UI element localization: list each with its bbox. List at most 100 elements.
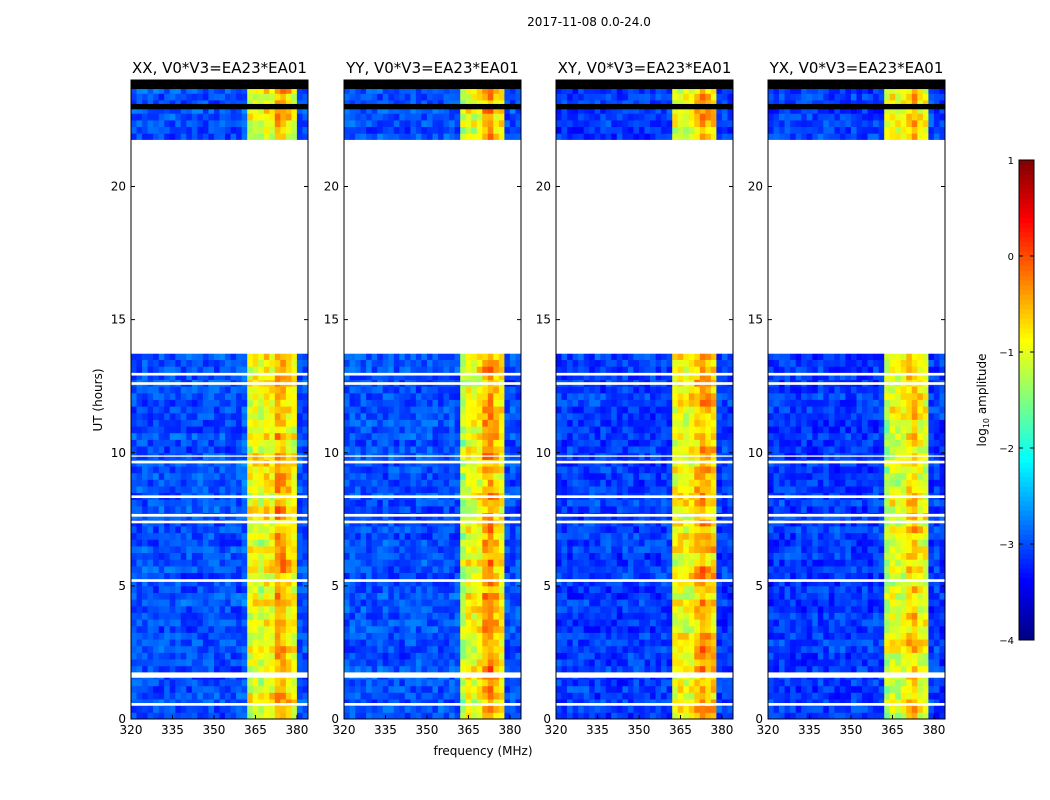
heatmap-cell	[230, 366, 237, 374]
heatmap-cell	[280, 472, 287, 480]
heatmap-cell	[344, 572, 350, 580]
heatmap-cell	[438, 426, 444, 434]
heatmap-cell	[360, 545, 367, 553]
heatmap-cell	[202, 366, 209, 374]
heatmap-cell	[296, 572, 303, 580]
heatmap-cell	[247, 359, 254, 367]
heatmap-cell	[622, 592, 629, 600]
heatmap-cell	[415, 572, 422, 580]
heatmap-cell	[202, 545, 209, 553]
heatmap-cell	[164, 472, 171, 480]
heatmap-cell	[214, 585, 220, 593]
heatmap-cell	[421, 705, 428, 713]
heatmap-cell	[202, 526, 209, 534]
heatmap-cell	[280, 692, 287, 700]
heatmap-cell	[388, 539, 395, 547]
heatmap-cell	[688, 625, 695, 633]
heatmap-cell	[131, 93, 137, 101]
heatmap-cell	[633, 579, 640, 587]
heatmap-cell	[421, 439, 428, 447]
heatmap-cell	[572, 645, 579, 653]
heatmap-cell	[438, 506, 444, 514]
heatmap-cell	[393, 86, 400, 94]
heatmap-cell	[721, 705, 728, 713]
heatmap-cell	[158, 93, 165, 101]
heatmap-cell	[427, 419, 433, 427]
heatmap-cell	[142, 119, 148, 127]
heatmap-cell	[382, 539, 389, 547]
heatmap-cell	[236, 625, 242, 633]
heatmap-cell	[236, 692, 242, 700]
heatmap-cell	[504, 539, 511, 547]
heatmap-cell	[247, 579, 254, 587]
heatmap-cell	[655, 625, 662, 633]
heatmap-cell	[493, 625, 500, 633]
heatmap-cell	[258, 352, 265, 360]
heatmap-cell	[230, 399, 237, 407]
y-tick-label: 0	[118, 712, 126, 726]
heatmap-cell	[509, 599, 516, 607]
heatmap-cell	[399, 572, 406, 580]
heatmap-cell	[721, 699, 728, 707]
heatmap-cell	[727, 659, 734, 667]
heatmap-cell	[371, 625, 378, 633]
heatmap-cell	[241, 599, 248, 607]
heatmap-cell	[661, 685, 667, 693]
heatmap-cell	[175, 712, 182, 720]
heatmap-cell	[225, 572, 231, 580]
heatmap-cell	[427, 599, 433, 607]
heatmap-cell	[236, 479, 242, 487]
heatmap-cell	[241, 699, 248, 707]
heatmap-cell	[158, 599, 165, 607]
heatmap-cell	[509, 406, 516, 414]
heatmap-cell	[710, 712, 717, 720]
heatmap-cell	[410, 472, 417, 480]
heatmap-cell	[504, 372, 511, 380]
heatmap-cell	[622, 619, 629, 627]
heatmap-cell	[449, 579, 455, 587]
heatmap-cell	[230, 585, 237, 593]
heatmap-cell	[633, 632, 640, 640]
heatmap-cell	[471, 106, 478, 114]
heatmap-cell	[158, 619, 165, 627]
flagged-interval	[344, 513, 521, 517]
heatmap-cell	[556, 679, 562, 687]
heatmap-cell	[136, 612, 143, 620]
heatmap-cell	[360, 113, 367, 121]
heatmap-cell	[202, 406, 209, 414]
heatmap-cell	[274, 506, 281, 514]
heatmap-cell	[432, 652, 439, 660]
heatmap-cell	[583, 639, 590, 647]
heatmap-cell	[136, 712, 143, 720]
heatmap-cell	[274, 386, 281, 394]
heatmap-cell	[410, 579, 417, 587]
heatmap-cell	[594, 679, 601, 687]
heatmap-cell	[214, 705, 220, 713]
heatmap-cell	[388, 93, 395, 101]
heatmap-cell	[421, 552, 428, 560]
heatmap-cell	[169, 133, 176, 141]
heatmap-cell	[471, 419, 478, 427]
heatmap-cell	[219, 133, 226, 141]
heatmap-cell	[683, 699, 690, 707]
heatmap-cell	[349, 526, 356, 534]
heatmap-cell	[509, 419, 516, 427]
heatmap-cell	[471, 372, 478, 380]
heatmap-cell	[302, 113, 309, 121]
heatmap-cell	[694, 632, 701, 640]
heatmap-cell	[556, 579, 562, 587]
heatmap-cell	[175, 526, 182, 534]
heatmap-cell	[263, 113, 270, 121]
heatmap-cell	[498, 619, 505, 627]
heatmap-cell	[650, 625, 656, 633]
heatmap-cell	[515, 412, 522, 420]
heatmap-cell	[556, 699, 562, 707]
heatmap-cell	[202, 619, 209, 627]
heatmap-cell	[208, 499, 215, 507]
heatmap-cell	[280, 632, 287, 640]
heatmap-cell	[349, 665, 356, 673]
heatmap-cell	[360, 639, 367, 647]
heatmap-cell	[515, 625, 522, 633]
heatmap-cell	[366, 579, 372, 587]
heatmap-cell	[388, 406, 395, 414]
